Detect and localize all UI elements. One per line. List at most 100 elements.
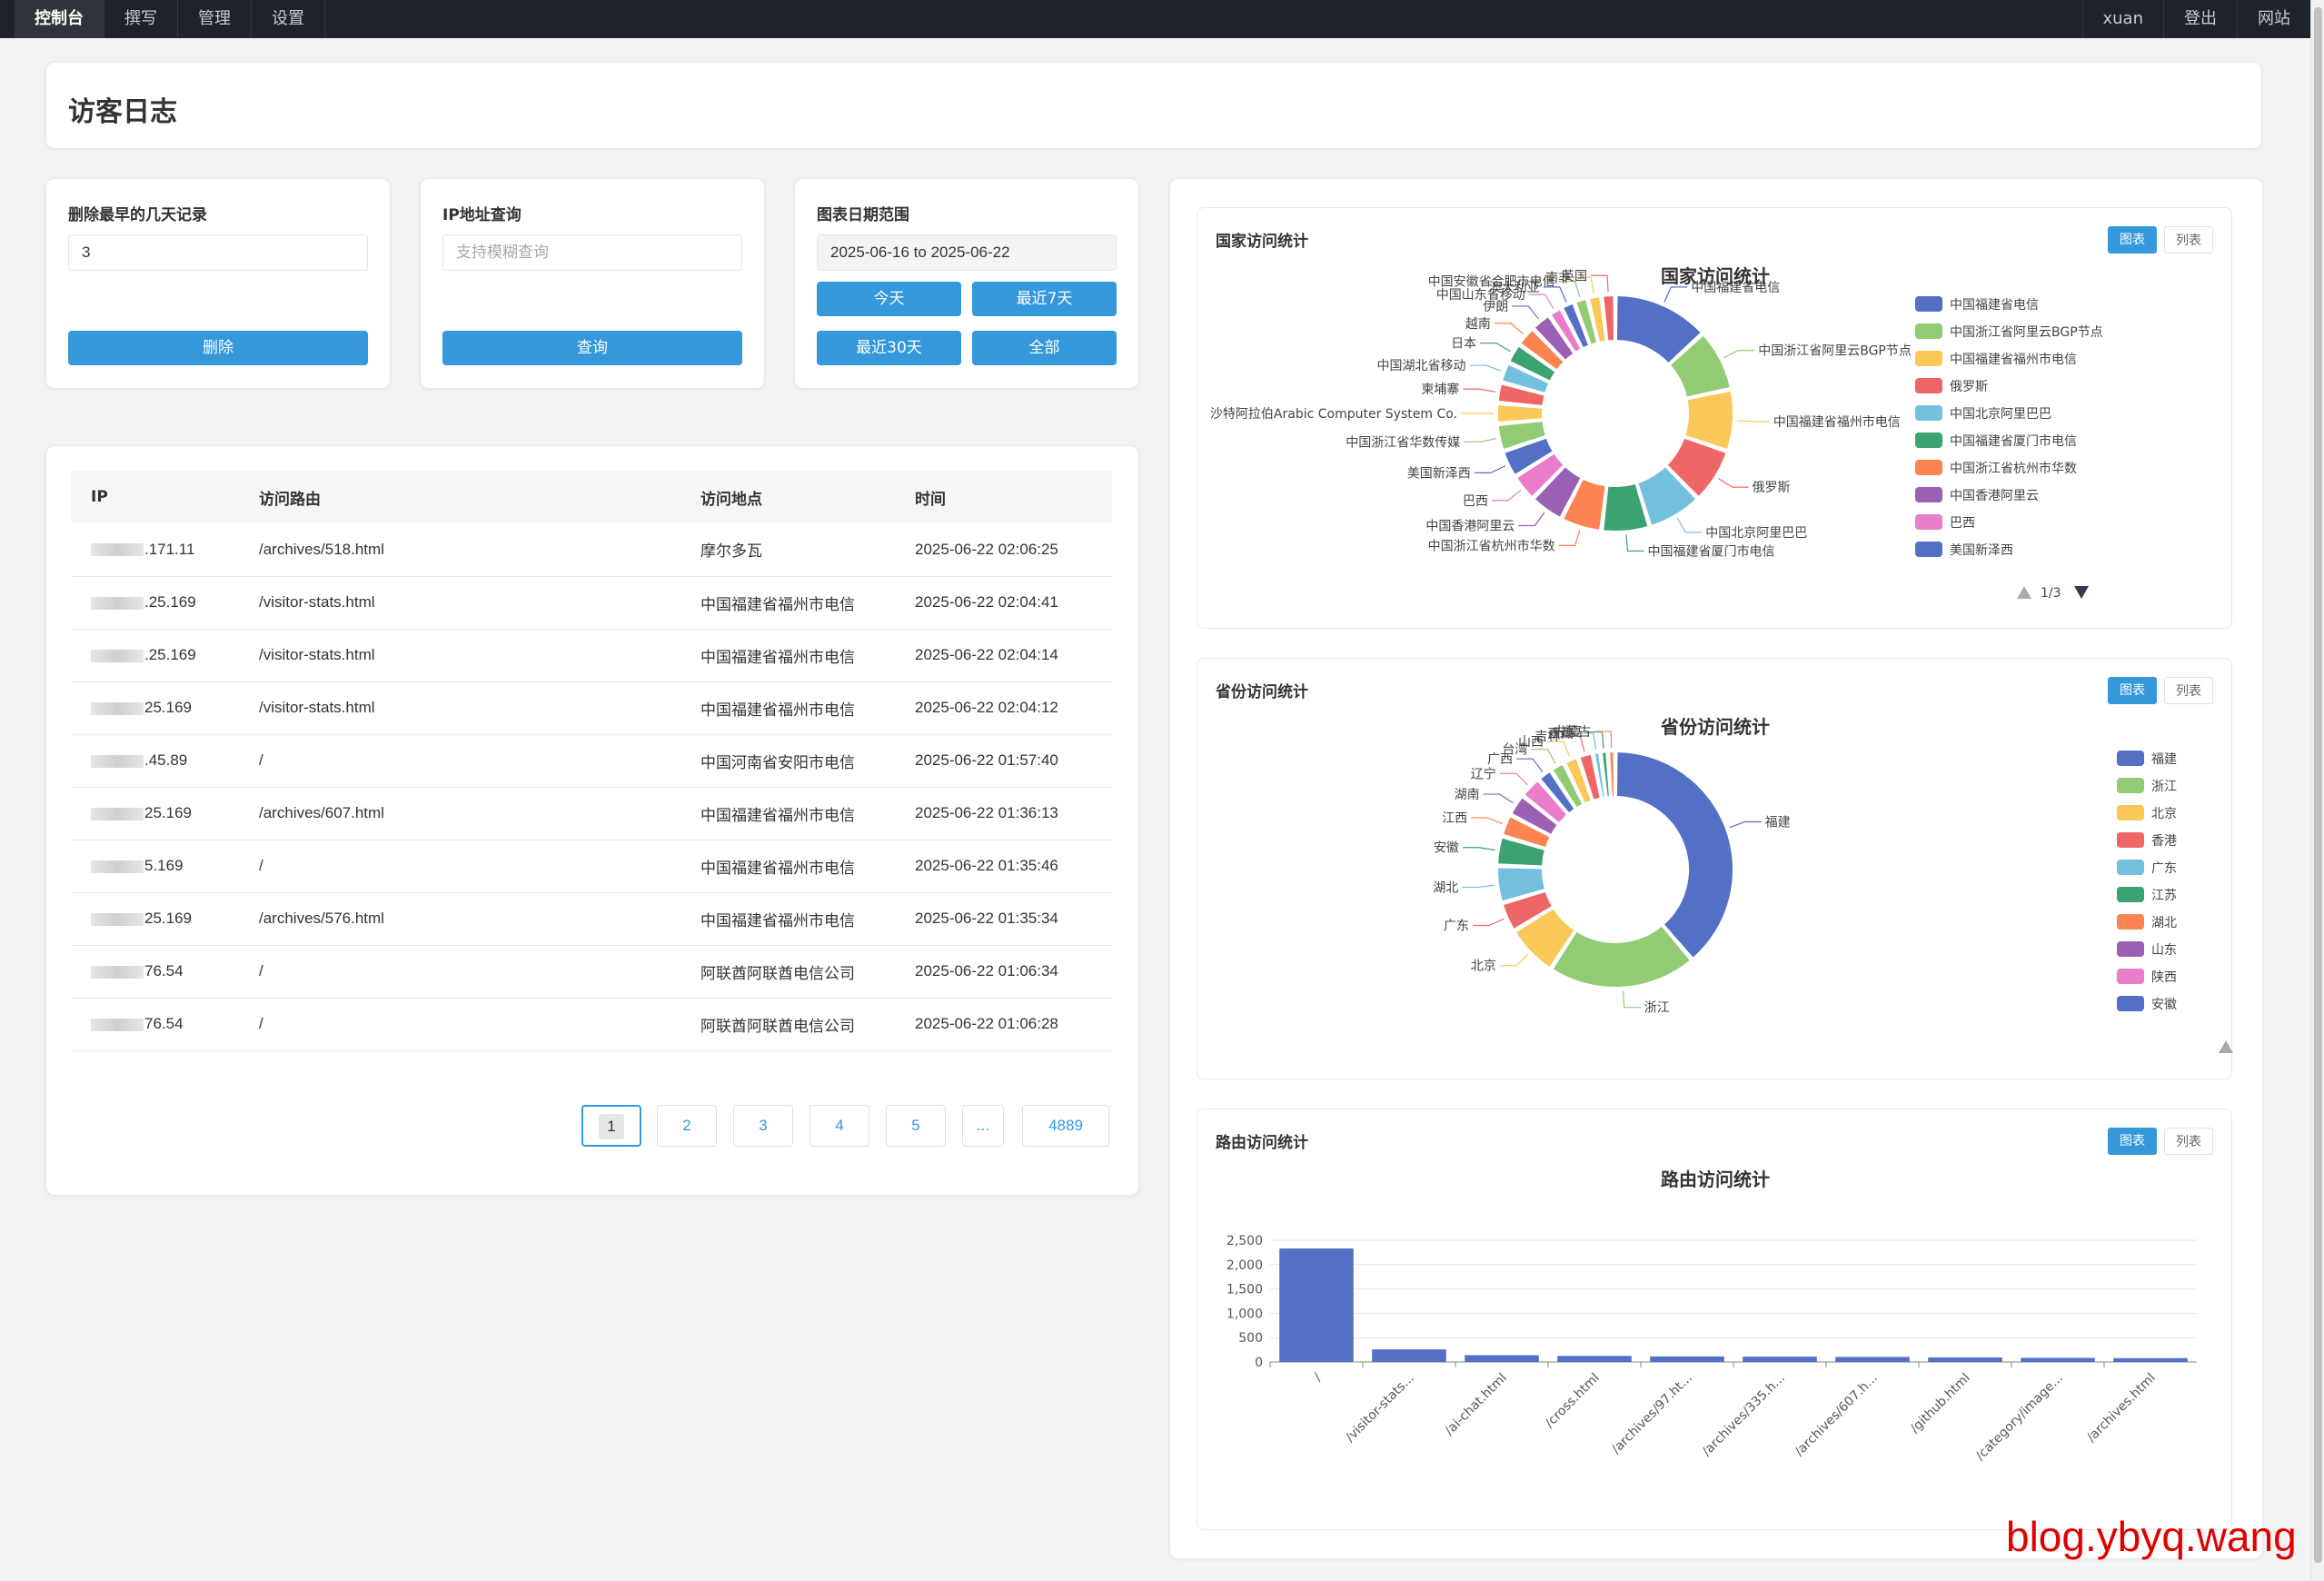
legend-swatch xyxy=(2117,941,2144,957)
page-button-6[interactable]: ... xyxy=(962,1105,1004,1147)
pie-label: 英国 xyxy=(1562,268,1587,283)
legend-label: 安徽 xyxy=(2151,998,2177,1012)
y-tick-label: 0 xyxy=(1255,1356,1263,1370)
pie-slice xyxy=(1523,780,1569,825)
table-row: 25.169/archives/576.html 中国福建省福州市电信 2025-0… xyxy=(71,892,1112,946)
legend-prev-icon[interactable] xyxy=(2219,1040,2233,1053)
page-button-3[interactable]: 3 xyxy=(733,1105,793,1147)
route-chart-title: 路由访问统计 xyxy=(1216,1134,1308,1152)
legend-label: 美国新泽西 xyxy=(1950,543,2013,558)
row-location: 中国福建省福州市电信 xyxy=(680,840,895,893)
pie-label-line xyxy=(1516,758,1544,772)
all-button[interactable]: 全部 xyxy=(972,331,1117,365)
page-button-5[interactable]: 5 xyxy=(886,1105,946,1147)
legend-swatch xyxy=(2117,832,2144,848)
nav-settings[interactable]: 设置 xyxy=(252,0,325,38)
pie-label: 广西 xyxy=(1487,752,1513,767)
ip-text: .171.11 xyxy=(144,540,195,558)
pie-label: 伊朗 xyxy=(1483,300,1508,314)
pie-label: 美国新泽西 xyxy=(1407,466,1471,481)
province-chart-view-toggle[interactable]: 图表 xyxy=(2108,677,2157,704)
pie-slice xyxy=(1562,477,1607,532)
legend-label: 陕西 xyxy=(2151,970,2177,985)
province-list-view-toggle[interactable]: 列表 xyxy=(2164,677,2213,704)
pie-slice xyxy=(1600,751,1611,799)
row-ip: .25.169 xyxy=(71,629,239,682)
row-time: 2025-06-22 02:06:25 xyxy=(895,523,1112,577)
pie-label: 中国福建省福州市电信 xyxy=(1773,414,1901,430)
pie-label-line xyxy=(1480,343,1511,353)
country-list-view-toggle[interactable]: 列表 xyxy=(2164,226,2213,254)
today-button[interactable]: 今天 xyxy=(817,282,961,316)
legend-swatch xyxy=(2117,969,2144,984)
ip-search-input[interactable] xyxy=(442,234,742,271)
legend-label: 浙江 xyxy=(2151,780,2177,794)
pie-slice xyxy=(1533,315,1575,362)
legend-prev-icon[interactable] xyxy=(2017,586,2031,599)
pie-slice xyxy=(1683,389,1734,452)
pie-slice xyxy=(1602,294,1616,343)
pie-label: 内蒙古 xyxy=(1553,725,1591,740)
last-7-days-button[interactable]: 最近7天 xyxy=(972,282,1117,316)
pie-label: 中国浙江省阿里云BGP节点 xyxy=(1758,344,1912,359)
date-range-input[interactable] xyxy=(817,234,1117,271)
pie-label: 中国福建省电信 xyxy=(1691,281,1780,295)
page-button-1[interactable]: 1 xyxy=(581,1105,641,1147)
query-button[interactable]: 查询 xyxy=(442,331,742,365)
legend-next-icon[interactable] xyxy=(2074,586,2089,599)
nav-logout[interactable]: 登出 xyxy=(2163,0,2237,38)
last-30-days-button[interactable]: 最近30天 xyxy=(817,331,961,365)
pie-label: 中国北京阿里巴巴 xyxy=(1705,526,1807,541)
province-chart-card: 省份访问统计 图表 列表 省份访问统计 福建 浙江 北京 广东 湖北 安徽 江西 湖南 辽宁 广西台… xyxy=(1197,658,2233,1079)
y-tick-label: 500 xyxy=(1238,1331,1263,1346)
pie-slice xyxy=(1593,751,1606,800)
pie-slice xyxy=(1501,890,1554,931)
pie-slice xyxy=(1495,403,1544,423)
table-row: .171.11/archives/518.html 摩尔多瓦 2025-06-22 … xyxy=(71,523,1112,577)
legend-label: 中国福建省厦门市电信 xyxy=(1950,433,2077,449)
nav-site[interactable]: 网站 xyxy=(2237,0,2310,38)
country-chart-view-toggle[interactable]: 图表 xyxy=(2108,226,2157,254)
page-button-7[interactable]: 4889 xyxy=(1022,1105,1109,1147)
scrollbar-thumb[interactable] xyxy=(2314,7,2322,1563)
row-ip: 25.169 xyxy=(71,787,239,840)
delete-button[interactable]: 删除 xyxy=(68,331,368,365)
pie-label-line xyxy=(1462,884,1495,889)
legend-swatch xyxy=(1915,405,1942,421)
ip-redaction xyxy=(91,807,144,820)
bar xyxy=(2021,1357,2095,1362)
pie-label: 南非 xyxy=(1545,271,1571,285)
x-tick-label: /visitor-stats... xyxy=(1343,1371,1417,1446)
y-tick-label: 1,500 xyxy=(1227,1283,1263,1298)
pie-slice xyxy=(1496,420,1547,452)
nav-dashboard[interactable]: 控制台 xyxy=(15,0,104,38)
row-route: /archives/607.html xyxy=(239,787,680,840)
nav-manage[interactable]: 管理 xyxy=(178,0,252,38)
pie-label-line xyxy=(1664,286,1688,303)
route-list-view-toggle[interactable]: 列表 xyxy=(2164,1128,2213,1155)
nav-user[interactable]: xuan xyxy=(2081,0,2164,38)
page-scrollbar[interactable] xyxy=(2310,0,2324,1581)
row-time: 2025-06-22 01:36:13 xyxy=(895,787,1112,840)
legend-swatch xyxy=(2117,805,2144,820)
table-row: .45.89 /中国河南省安阳市电信 2025-06-22 01:57:40 xyxy=(71,734,1112,788)
country-chart-card: 国家访问统计 图表 列表 国家访问统计 中国福建省电信 中国浙江省阿里云BGP节点中… xyxy=(1197,207,2232,629)
pie-label-line xyxy=(1491,489,1522,502)
row-ip: 25.169 xyxy=(71,892,239,946)
legend-swatch xyxy=(2117,860,2144,875)
pie-label-line xyxy=(1473,918,1505,927)
legend-swatch xyxy=(1915,378,1942,393)
pie-slice xyxy=(1614,294,1703,365)
route-chart-view-toggle[interactable]: 图表 xyxy=(2108,1128,2157,1155)
row-route: /archives/518.html xyxy=(239,523,680,577)
delete-days-label: 删除最早的几天记录 xyxy=(68,206,207,224)
page-label: 1 xyxy=(599,1114,624,1139)
nav-write[interactable]: 撰写 xyxy=(104,0,178,38)
page-button-4[interactable]: 4 xyxy=(809,1105,869,1147)
legend-swatch xyxy=(1915,351,1942,366)
delete-days-input[interactable] xyxy=(68,234,368,271)
pie-slice xyxy=(1496,866,1547,903)
page-button-2[interactable]: 2 xyxy=(657,1105,717,1147)
table-row: 25.169/archives/607.html 中国福建省福州市电信 2025-0… xyxy=(71,787,1112,840)
row-location: 阿联酋阿联酋电信公司 xyxy=(680,998,895,1051)
